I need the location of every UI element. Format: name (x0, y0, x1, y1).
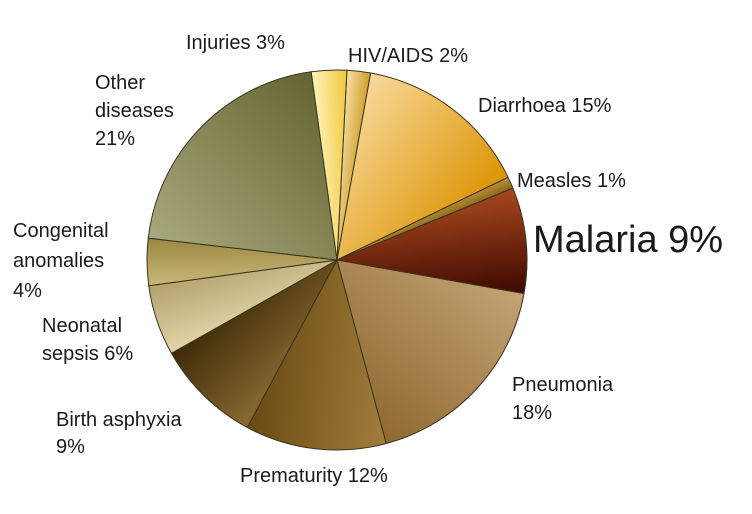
pie-slice-other-diseases (147, 71, 338, 261)
pie-slice-prematurity (246, 258, 387, 451)
pie-slice-injuries (310, 69, 348, 261)
slice-label-birth-asphyxia: Birth asphyxia 9% (56, 409, 182, 458)
slice-label-congenital-anomalies: Congenital anomalies 4% (13, 220, 109, 302)
pie-slice-pneumonia (336, 259, 525, 445)
slice-label-neonatal-sepsis: Neonatal sepsis 6% (42, 315, 133, 365)
slice-label-prematurity: Prematurity 12% (240, 465, 388, 487)
pie-slice-malaria (335, 187, 528, 295)
pie-slice-birth-asphyxia (170, 258, 339, 429)
slice-label-hiv-aids: HIV/AIDS 2% (348, 45, 468, 67)
pie-slice-diarrhoea (336, 72, 509, 261)
labels-layer: HIV/AIDS 2% Diarrhoea 15% Measles 1% Malari… (13, 32, 723, 487)
slice-label-measles: Measles 1% (517, 170, 626, 192)
slice-label-other-diseases: Other diseases 21% (95, 72, 174, 150)
slice-label-injuries: Injuries 3% (186, 32, 285, 54)
slice-label-malaria: Malaria 9% (533, 219, 723, 261)
slice-label-pneumonia: Pneumonia 18% (512, 374, 614, 424)
slice-label-diarrhoea: Diarrhoea 15% (478, 95, 612, 117)
slices-layer (146, 69, 528, 451)
